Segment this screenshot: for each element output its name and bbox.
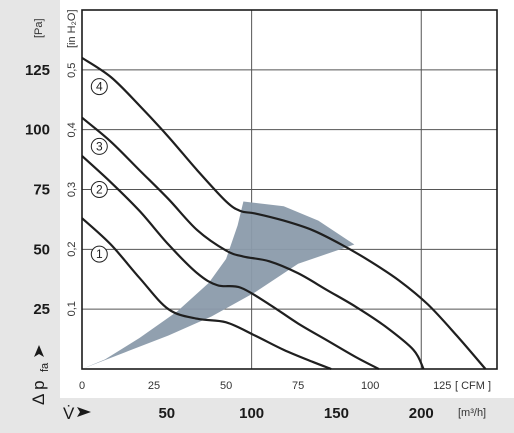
curve-label-circle-3 xyxy=(90,137,108,155)
x-tick-cfm-3: 75 xyxy=(292,380,304,392)
curve-label-1: 1 xyxy=(96,247,103,261)
curve-label-circle-1 xyxy=(90,245,108,263)
x-axis-label: V̇ xyxy=(63,404,75,423)
m3h-axis-band xyxy=(60,398,514,433)
y-tick-pa-3: 100 xyxy=(25,122,50,139)
curve-label-circle-2 xyxy=(90,181,108,198)
y-tick-inh2o-0: 0,1 xyxy=(66,301,78,316)
y-axis-arrow-icon xyxy=(34,345,44,357)
y-axis-label-sub: fa xyxy=(39,362,51,372)
x-tick-cfm-2: 50 xyxy=(220,380,232,392)
y-unit-pa: [Pa] xyxy=(33,18,45,38)
grid xyxy=(82,10,497,369)
x-tick-m3h-2: 150 xyxy=(324,405,349,422)
y-tick-inh2o-3: 0,4 xyxy=(66,122,78,137)
plot-frame xyxy=(81,9,498,370)
y-axis-label: Δ p fa xyxy=(29,345,51,405)
curve-4 xyxy=(81,56,487,370)
curve-2 xyxy=(81,155,380,370)
curve-label-circle-4 xyxy=(90,78,108,96)
curve-labels-layer: 1 2 3 4 xyxy=(90,78,108,263)
pa-axis-band xyxy=(0,0,60,433)
x-tick-cfm-1: 25 xyxy=(148,380,160,392)
x-tick-cfm-0: 0 xyxy=(79,380,85,392)
curve-label-3: 3 xyxy=(96,139,103,153)
y-tick-pa-2: 75 xyxy=(33,182,50,199)
y-tick-inh2o-4: 0,5 xyxy=(66,63,78,78)
y-tick-pa-0: 25 xyxy=(33,301,50,318)
x-tick-cfm-5: 125 xyxy=(433,380,451,392)
curves-layer xyxy=(81,56,487,371)
curve-label-2: 2 xyxy=(96,183,103,197)
y-unit-inh2o: [in H₂O] xyxy=(66,10,78,49)
x-tick-cfm-4: 100 xyxy=(361,380,379,392)
x-unit-m3h: [m³/h] xyxy=(458,407,486,419)
x-axis-arrow-icon xyxy=(77,407,91,417)
y-tick-inh2o-2: 0,3 xyxy=(66,182,78,197)
x-tick-m3h-0: 50 xyxy=(158,405,175,422)
x-tick-m3h-3: 200 xyxy=(409,405,434,422)
y-tick-inh2o-1: 0,2 xyxy=(66,241,78,256)
curve-3 xyxy=(81,116,425,370)
curve-label-4: 4 xyxy=(96,80,103,94)
y-tick-pa-4: 125 xyxy=(25,62,50,79)
y-axis-label-text: Δ p xyxy=(29,380,48,405)
y-tick-pa-1: 50 xyxy=(33,241,50,258)
x-tick-m3h-1: 100 xyxy=(239,405,264,422)
x-unit-cfm: [ CFM ] xyxy=(455,380,491,392)
curve-1 xyxy=(81,217,332,371)
